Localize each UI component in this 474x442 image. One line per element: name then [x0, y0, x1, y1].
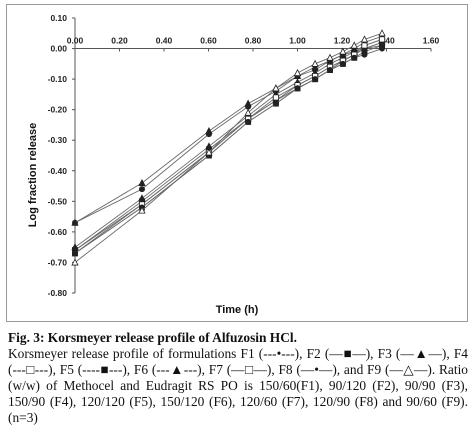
series-line: [74, 32, 383, 263]
data-point: [379, 36, 386, 43]
y-tick-label: -0.50: [48, 196, 68, 206]
data-point: [326, 66, 333, 73]
figure-caption: Fig. 3: Korsmeyer release profile of Alf…: [8, 330, 468, 426]
y-tick-label: -0.20: [48, 105, 68, 115]
data-point: [312, 76, 319, 83]
data-point: [350, 41, 358, 49]
series-line: [74, 38, 383, 248]
data-point: [361, 42, 368, 49]
series-group: [71, 29, 386, 266]
x-tick-label: 0.60: [200, 36, 217, 46]
data-point: [351, 54, 358, 61]
chart-frame: 0.10 0.00 -0.10 -0.20 -0.30 -0.40 -0.50 -0.60 -0…: [6, 4, 468, 322]
data-point: [326, 53, 334, 61]
x-tick-label: 1.20: [334, 36, 351, 46]
y-tick-label: -0.40: [48, 166, 68, 176]
data-point: [379, 45, 386, 52]
data-point: [378, 29, 386, 37]
series-line: [74, 41, 383, 251]
data-point: [71, 218, 79, 226]
x-tick-label: 0.20: [111, 36, 128, 46]
x-tick-label: 1.60: [423, 36, 440, 46]
data-point: [294, 85, 301, 92]
caption-title: Fig. 3: Korsmeyer release profile of Alf…: [8, 330, 297, 345]
data-point: [138, 186, 145, 193]
caption-body: Korsmeyer release profile of formulation…: [8, 346, 468, 425]
data-point: [244, 99, 252, 107]
series-8: [72, 45, 386, 257]
data-point: [138, 178, 146, 187]
data-point: [205, 126, 213, 135]
y-tick-label: -0.10: [48, 74, 68, 84]
y-tick-label: -0.70: [48, 257, 68, 267]
data-point: [245, 118, 252, 125]
x-tick-label: 0.40: [156, 36, 173, 46]
y-tick-label: 0.00: [50, 44, 67, 54]
y-tick-label: -0.60: [48, 227, 68, 237]
data-point: [138, 194, 146, 202]
axes: 0.10 0.00 -0.10 -0.20 -0.30 -0.40 -0.50 -0.60 -0…: [48, 13, 440, 298]
y-tick-label: -0.80: [48, 288, 68, 298]
data-point: [339, 60, 346, 67]
data-point: [244, 108, 252, 116]
data-point: [311, 59, 319, 67]
data-point: [272, 84, 280, 92]
x-tick-label: 1.40: [378, 36, 395, 46]
x-tick-label: 1.00: [289, 36, 306, 46]
data-point: [205, 142, 213, 150]
y-tick-label: -0.30: [48, 135, 68, 145]
x-tick-label: 0.80: [245, 36, 262, 46]
data-point: [339, 47, 347, 55]
series-6: [71, 32, 386, 226]
data-point: [361, 51, 368, 58]
data-point: [138, 206, 146, 214]
release-profile-chart: 0.10 0.00 -0.10 -0.20 -0.30 -0.40 -0.50 -0.60 -0…: [27, 13, 440, 316]
data-point: [293, 68, 302, 76]
series-9: [71, 29, 386, 266]
data-point: [72, 250, 79, 257]
data-point: [360, 35, 369, 43]
y-tick-label: 0.10: [50, 13, 67, 23]
data-point: [272, 94, 279, 101]
x-tick-label: 0.00: [67, 36, 84, 46]
data-point: [71, 258, 79, 266]
series-line: [74, 48, 383, 254]
x-axis-title: Time (h): [216, 304, 259, 316]
data-point: [205, 148, 213, 156]
data-point: [272, 100, 279, 107]
y-axis-title: Log fraction release: [27, 123, 39, 228]
